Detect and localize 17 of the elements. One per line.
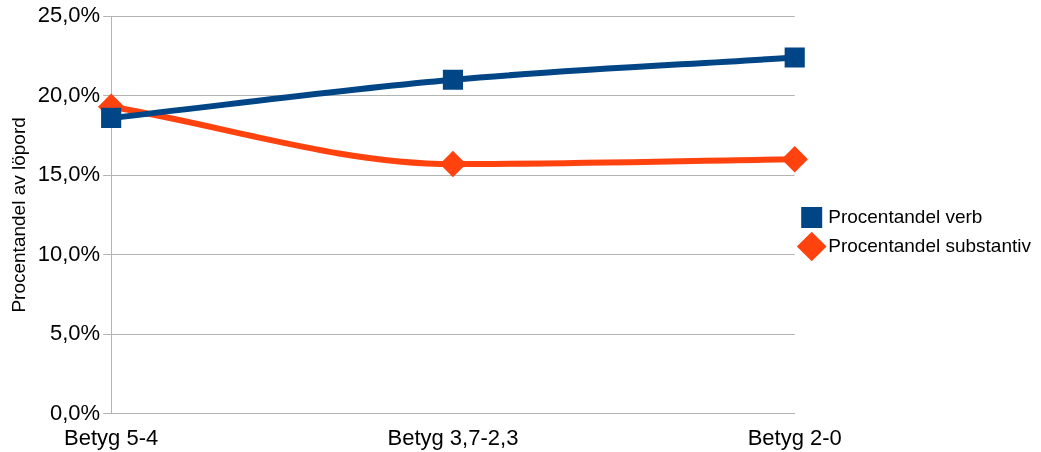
point [782, 147, 807, 172]
x-tick-label: Betyg 2-0 [747, 424, 842, 450]
y-tick-label: 20,0% [37, 81, 101, 107]
y-tick-label: 0,0% [50, 399, 101, 425]
y-tick-label: 15,0% [37, 161, 101, 187]
y-tick-label: 10,0% [37, 240, 101, 266]
y-tick-label: 5,0% [50, 320, 101, 346]
point [440, 152, 465, 177]
point [442, 69, 464, 90]
point [101, 107, 122, 129]
y-axis-title: Procentandel av löpord [7, 117, 29, 313]
legend-label: Procentandel substantiv [828, 234, 1032, 256]
legend-label: Procentandel verb [828, 205, 983, 227]
y-tick-label: 25,0% [37, 2, 101, 28]
x-tick-label: Betyg 5-4 [64, 424, 159, 450]
x-tick-label: Betyg 3,7-2,3 [387, 424, 519, 450]
point [784, 47, 805, 68]
